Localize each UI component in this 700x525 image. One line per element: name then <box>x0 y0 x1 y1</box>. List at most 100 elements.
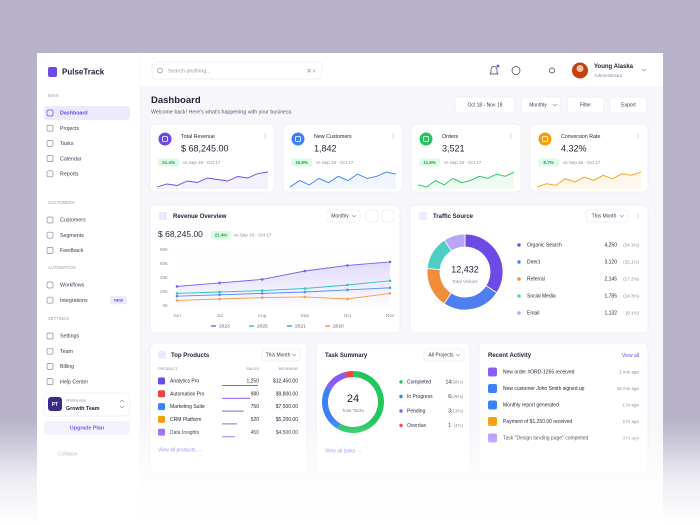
nav-item[interactable]: Integrations <box>60 298 88 304</box>
nav-item[interactable]: Feedback <box>60 248 84 254</box>
product-sales: 1,250 <box>246 379 259 385</box>
point <box>175 285 179 288</box>
product-name: Marketing Suite <box>170 404 205 410</box>
nav-icon <box>46 216 54 224</box>
product-icon <box>158 403 165 411</box>
menu-dot[interactable] <box>637 217 639 219</box>
x-tick-label: Jul <box>217 313 223 319</box>
menu-dot[interactable] <box>392 135 394 137</box>
menu-dot[interactable] <box>510 137 512 139</box>
kpi-label: New Customers <box>314 134 352 140</box>
nav-item[interactable]: Segments <box>60 233 84 239</box>
nav-item[interactable]: Projects <box>60 126 79 132</box>
nav-item[interactable]: Customers <box>60 218 86 224</box>
point <box>260 289 264 292</box>
point <box>346 297 349 301</box>
donut-segment <box>443 233 466 252</box>
nav-item[interactable]: Team <box>60 349 74 355</box>
menu-dot[interactable] <box>264 135 266 137</box>
filter-button[interactable] <box>423 348 465 362</box>
period-button-label[interactable]: Monthly <box>529 103 547 109</box>
nav-item[interactable]: Settings <box>60 334 79 340</box>
menu-dot[interactable] <box>637 135 639 137</box>
activity-time: 15 min ago <box>617 386 640 391</box>
user-role: Administrator <box>594 73 623 79</box>
menu-dot[interactable] <box>264 133 266 135</box>
nav-item[interactable]: Reports <box>60 172 79 178</box>
kpi-compare: vs Sep 18 - Oct 17 <box>183 160 221 165</box>
menu-dot[interactable] <box>392 137 394 139</box>
kpi-icon-glyph <box>162 136 168 142</box>
menu-dot[interactable] <box>392 133 394 135</box>
workspace-initials: PT <box>52 402 58 408</box>
x-tick-label: Oct <box>344 313 352 319</box>
activity-text: Monthly report generated <box>503 403 559 409</box>
nav-item[interactable]: Calendar <box>60 156 82 162</box>
search-placeholder: Search anything... <box>168 68 211 74</box>
filter-button-label[interactable]: Filter <box>580 103 591 109</box>
period-button[interactable] <box>261 348 301 362</box>
nav-item[interactable]: Workflows <box>60 283 85 289</box>
point <box>218 297 221 301</box>
area <box>177 261 390 306</box>
legend-dot <box>399 394 403 399</box>
nav-item[interactable]: Tasks <box>60 141 74 147</box>
nav-item[interactable]: Billing <box>60 364 74 370</box>
period-button-label[interactable]: Monthly <box>331 214 349 220</box>
line <box>176 292 391 301</box>
help-icon[interactable] <box>511 66 521 75</box>
period-button[interactable] <box>520 96 562 114</box>
legend-label: Social Media <box>527 294 556 300</box>
period-button[interactable] <box>585 209 629 223</box>
expand-button[interactable] <box>381 209 395 223</box>
period-button[interactable] <box>325 209 361 223</box>
search-box[interactable] <box>151 61 323 80</box>
date-button[interactable] <box>454 96 516 114</box>
legend-dot <box>399 380 403 384</box>
chevron <box>291 353 297 357</box>
legend-label: Pending <box>407 409 426 415</box>
bell-icon[interactable] <box>489 66 499 75</box>
chevron <box>455 353 461 357</box>
point <box>388 260 392 264</box>
period-button-label[interactable]: This Month <box>592 214 617 220</box>
chevron <box>351 214 357 218</box>
nav-icon <box>46 231 54 239</box>
kpi-compare: vs Sep 18 - Oct 17 <box>563 160 601 165</box>
filter-button[interactable] <box>566 96 605 114</box>
legend-value: 6 <box>448 394 451 400</box>
export-button[interactable] <box>609 96 648 114</box>
menu-dot[interactable] <box>637 133 639 135</box>
nav-icon <box>46 347 54 355</box>
point <box>218 293 221 297</box>
legend-label: Completed <box>407 380 431 386</box>
legend-dot <box>517 277 521 281</box>
view-all-link[interactable]: View all <box>622 353 639 359</box>
nav-item[interactable]: Help Center <box>60 379 88 385</box>
section-title: AUTOMATION <box>48 265 76 270</box>
menu-dot[interactable] <box>264 137 266 139</box>
menu-dot[interactable] <box>637 213 639 215</box>
period-button-label[interactable]: This Month <box>266 353 291 359</box>
point <box>346 288 349 292</box>
panel-icon <box>419 212 427 220</box>
legend-label: Organic Search <box>527 243 562 249</box>
chart-type-button[interactable] <box>365 209 379 223</box>
menu-dot[interactable] <box>637 137 639 139</box>
avatar-face <box>576 65 584 72</box>
theme-icon[interactable] <box>549 67 555 74</box>
filter-button-label[interactable]: All Projects <box>428 353 454 359</box>
kpi-value: 1,842 <box>314 143 337 153</box>
export-button-label[interactable]: Export <box>621 103 636 109</box>
kpi-change: 11.8% <box>423 160 436 165</box>
workspace-box[interactable] <box>43 392 131 417</box>
menu-dot[interactable] <box>510 133 512 135</box>
change-pill <box>211 231 231 239</box>
nav-item[interactable]: Dashboard <box>60 111 88 117</box>
date-button-label[interactable]: Oct 18 - Nov 18 <box>467 103 502 109</box>
menu-dot[interactable] <box>637 215 639 217</box>
point <box>346 283 349 287</box>
legend-label: 2021 <box>295 324 306 330</box>
menu-dot[interactable] <box>510 135 512 137</box>
activity-text: New order #ORD-1265 received <box>503 370 575 376</box>
